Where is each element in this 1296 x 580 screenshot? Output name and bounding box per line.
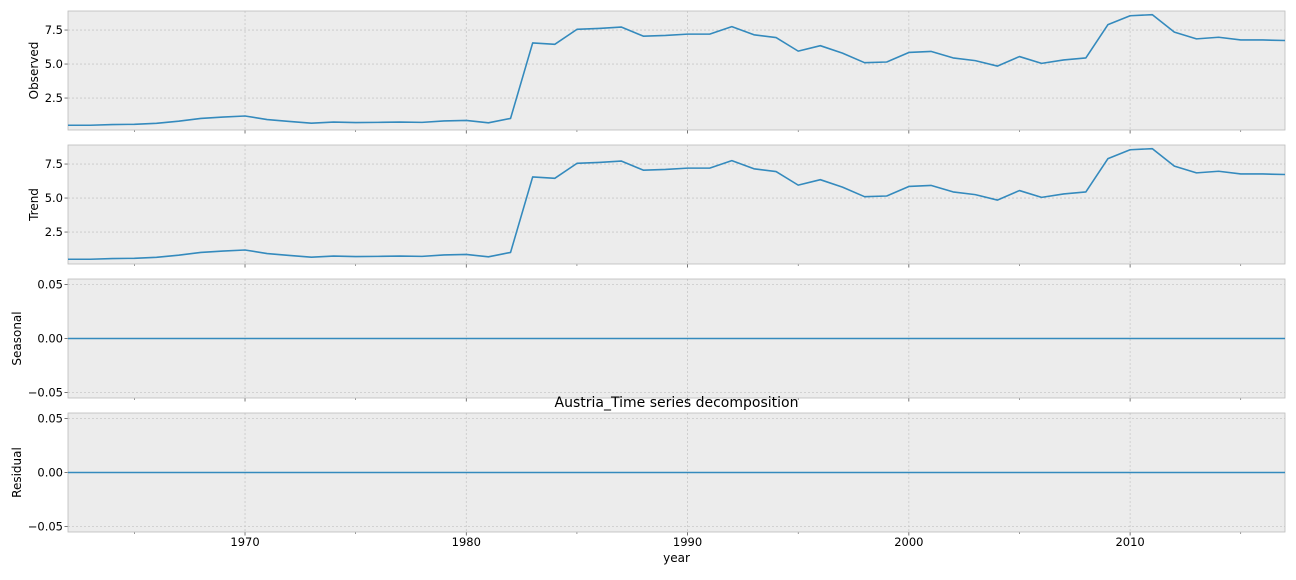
seasonal-y-tick-label: 0.00 <box>37 332 63 346</box>
observed-y-tick-label: 7.5 <box>45 23 63 37</box>
residual-y-tick-label: 0.05 <box>37 411 63 425</box>
residual-y-tick-label: −0.05 <box>28 520 63 534</box>
residual-y-axis-label: Residual <box>10 447 24 498</box>
x-tick-label: 1970 <box>230 535 259 549</box>
x-tick-label: 1990 <box>673 535 702 549</box>
trend-y-tick-label: 5.0 <box>45 191 63 205</box>
x-tick-label: 2000 <box>894 535 923 549</box>
chart-title: Austria_Time series decomposition <box>555 395 799 411</box>
trend-y-tick-label: 7.5 <box>45 157 63 171</box>
residual-y-tick-label: 0.00 <box>37 466 63 480</box>
x-tick-label: 2010 <box>1115 535 1144 549</box>
trend-plot-background <box>68 145 1285 264</box>
observed-plot-background <box>68 11 1285 130</box>
seasonal-y-tick-label: −0.05 <box>28 386 63 400</box>
x-axis-label: year <box>663 551 690 565</box>
observed-y-axis-label: Observed <box>27 42 41 100</box>
observed-y-tick-label: 5.0 <box>45 57 63 71</box>
observed-y-tick-label: 2.5 <box>45 91 63 105</box>
seasonal-y-axis-label: Seasonal <box>10 311 24 365</box>
seasonal-y-tick-label: 0.05 <box>37 277 63 291</box>
trend-y-tick-label: 2.5 <box>45 225 63 239</box>
x-tick-label: 1980 <box>452 535 481 549</box>
trend-y-axis-label: Trend <box>27 188 41 222</box>
